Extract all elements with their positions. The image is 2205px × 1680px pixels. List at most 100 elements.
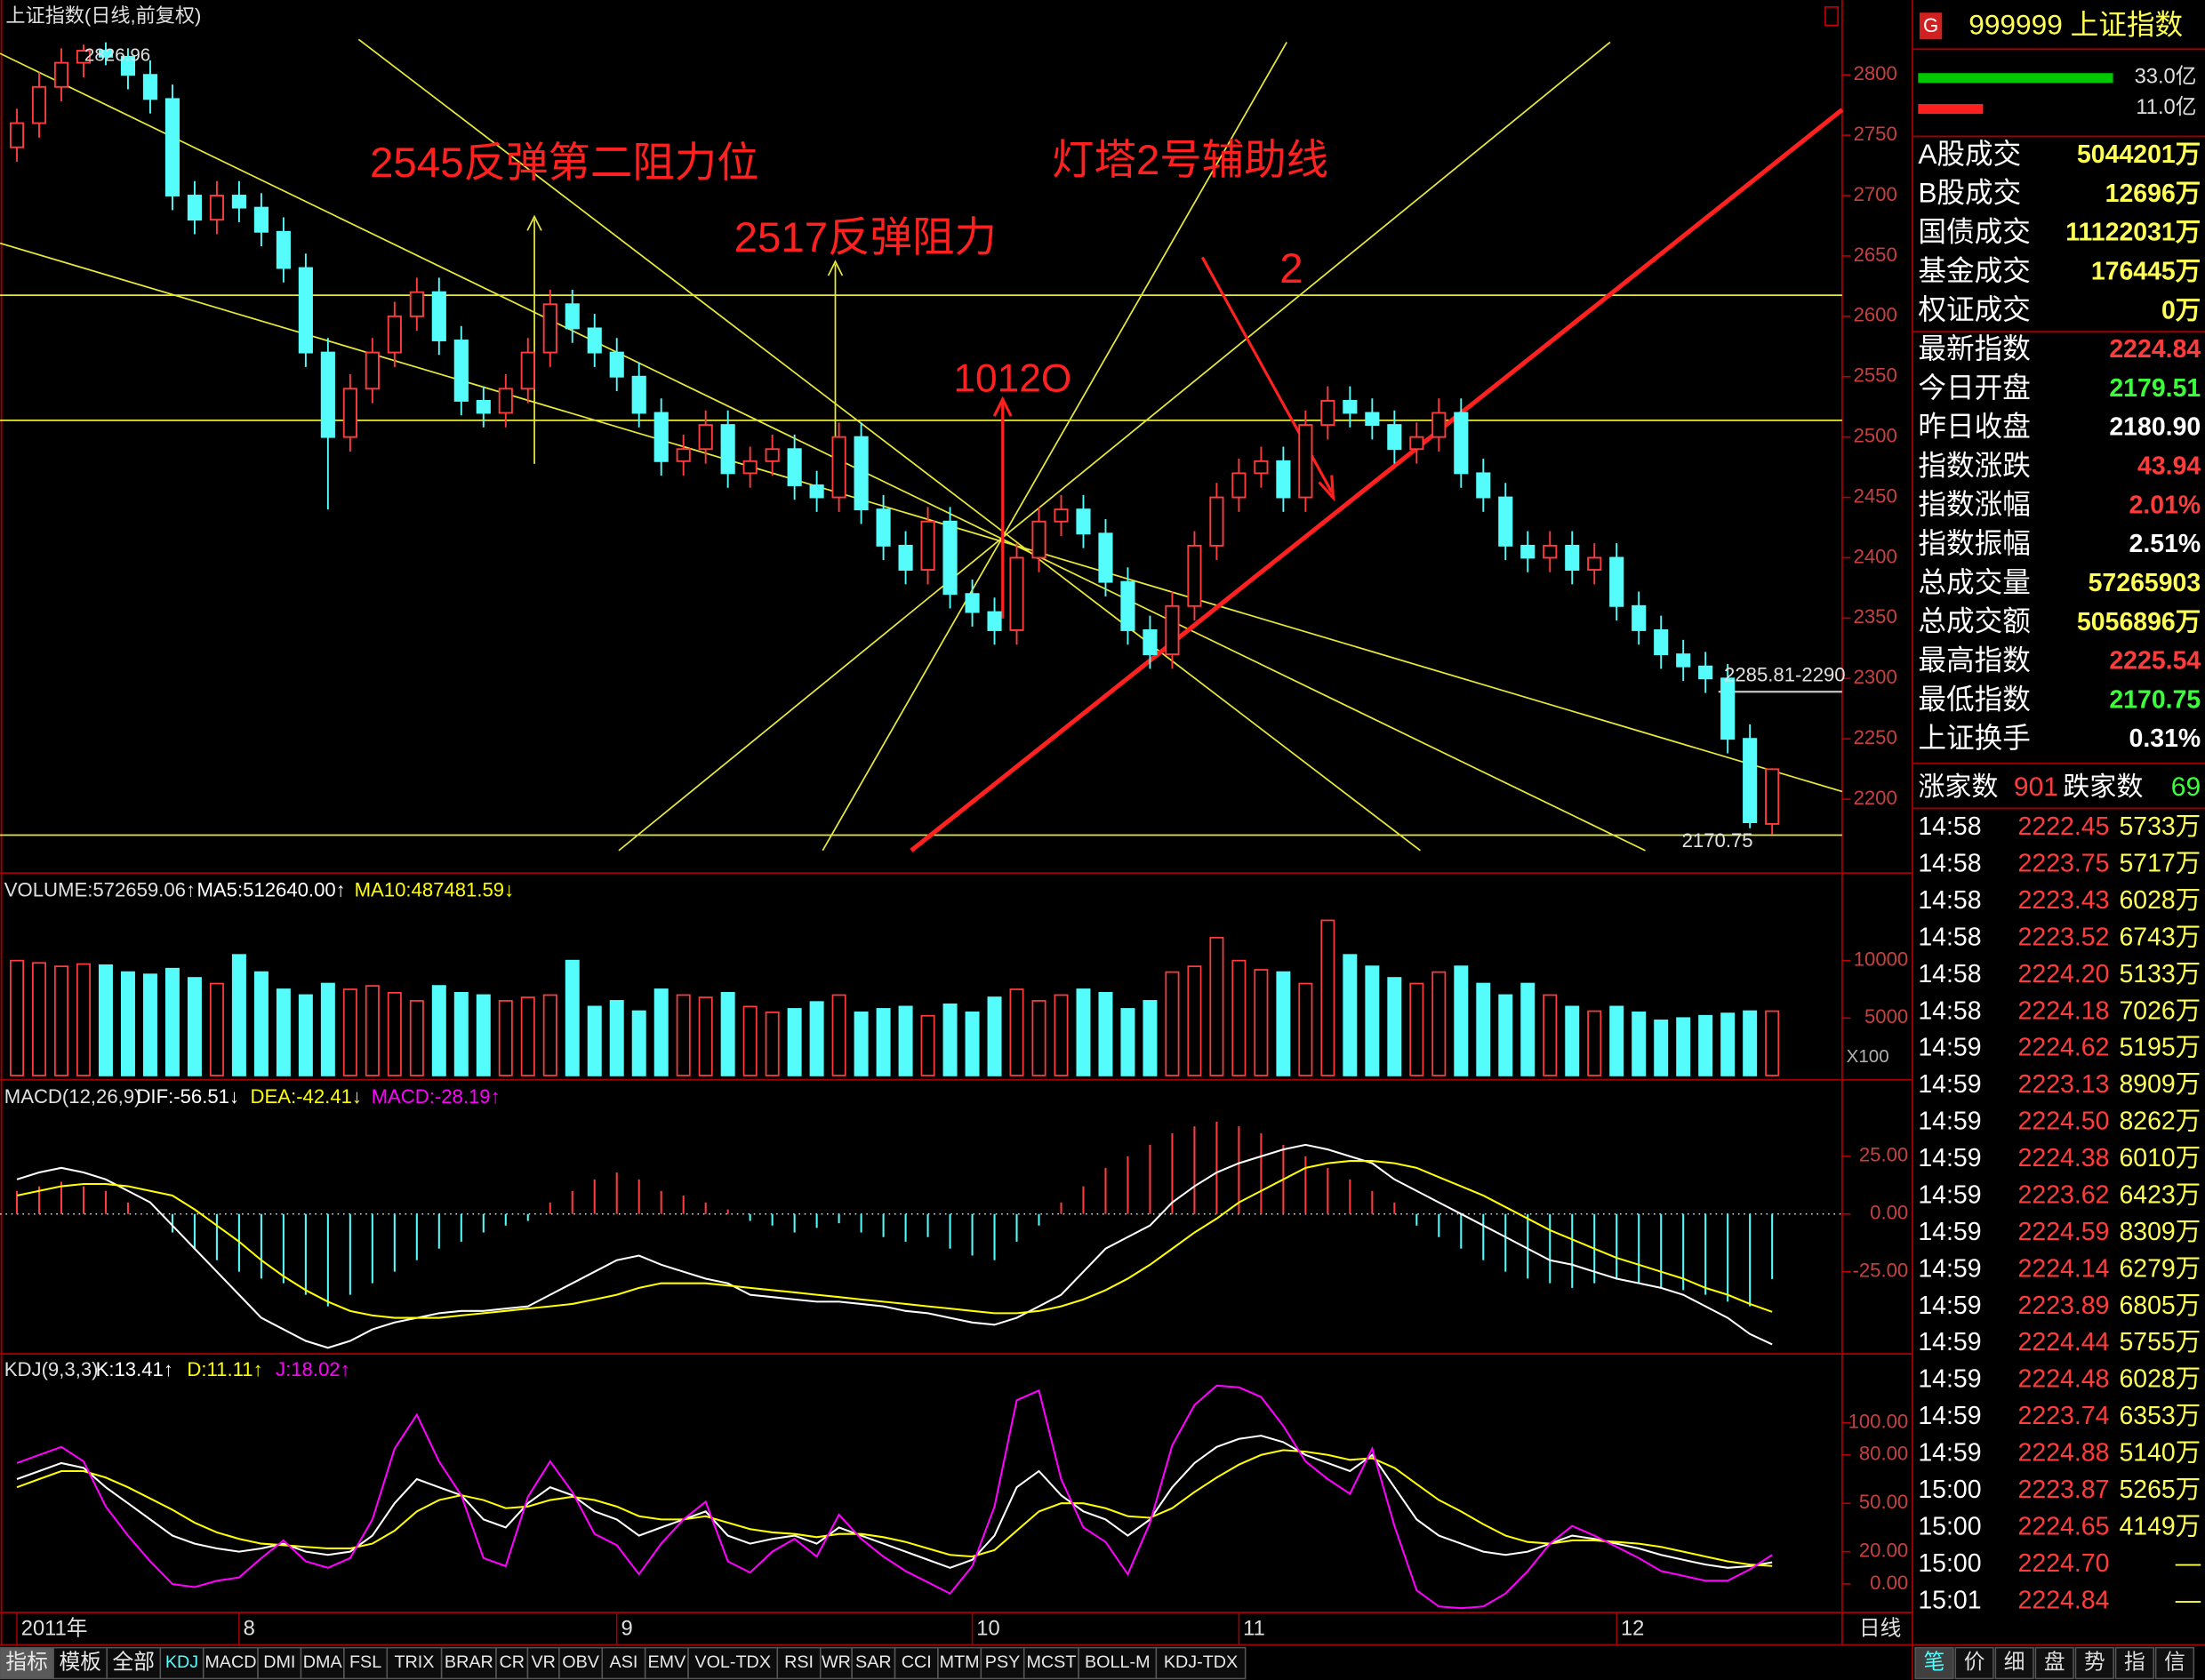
volume-bar [387, 991, 402, 1076]
candle-body [831, 436, 846, 499]
toolbar-tab[interactable] [644, 1646, 689, 1680]
volume-bar [631, 1010, 646, 1076]
toolbar-tab[interactable] [980, 1646, 1025, 1680]
candle-body [1609, 556, 1624, 607]
toolbar-tab-label[interactable]: 全部 [113, 1650, 155, 1674]
stat-value: 2225.54 [2109, 647, 2201, 676]
toolbar-tab[interactable] [343, 1646, 389, 1680]
sidebar-tab-label[interactable]: 信 [2164, 1650, 2185, 1674]
sidebar-tab[interactable] [2034, 1646, 2074, 1680]
candle-body [1543, 544, 1558, 559]
badge-text: G [1923, 14, 1938, 36]
toolbar-tab[interactable] [202, 1646, 259, 1680]
tick-price: 2223.52 [2018, 923, 2110, 951]
toolbar-tab-label[interactable]: KDJ-TDX [1164, 1652, 1238, 1672]
y-tick-label: 2200 [1854, 787, 1897, 809]
sidebar-tab[interactable] [1994, 1646, 2034, 1680]
candle-body [1298, 424, 1313, 499]
toolbar-tab[interactable] [819, 1646, 853, 1680]
sidebar-tab-label[interactable]: 细 [2004, 1650, 2025, 1674]
toolbar-tab[interactable] [159, 1646, 204, 1680]
toolbar-tab[interactable] [937, 1646, 982, 1680]
toolbar-tab-label[interactable]: BOLL-M [1085, 1652, 1151, 1672]
stat-value: 2179.51 [2109, 374, 2201, 403]
toolbar-tab[interactable] [526, 1646, 560, 1680]
toolbar-tab-label[interactable]: DMI [263, 1652, 295, 1672]
tick-price: 2224.84 [2018, 1586, 2110, 1614]
tick-time: 14:59 [1918, 1402, 1981, 1430]
toolbar-tab-label[interactable]: CR [499, 1652, 525, 1672]
toolbar-tab[interactable] [558, 1646, 604, 1680]
toolbar-tab-label[interactable]: RSI [784, 1652, 814, 1672]
sidebar-tab[interactable] [2114, 1646, 2155, 1680]
candle-body [1209, 496, 1224, 547]
sidebar-tab[interactable] [1954, 1646, 1994, 1680]
toolbar-tab-label[interactable]: VR [531, 1652, 555, 1672]
x-tick-label: 2011年 [21, 1616, 88, 1640]
y-tick-label: 0.00 [1870, 1202, 1908, 1224]
stat-value: 2224.84 [2109, 335, 2201, 364]
candle-body [1431, 412, 1447, 438]
toolbar-tab[interactable] [386, 1646, 443, 1680]
sidebar-tab-label[interactable]: 指 [2124, 1650, 2145, 1674]
sidebar-tab[interactable] [2074, 1646, 2114, 1680]
toolbar-tab[interactable] [601, 1646, 646, 1680]
tick-time: 14:58 [1918, 960, 1981, 988]
y-tick-label: 25.00 [1859, 1144, 1908, 1166]
volume-bar [1254, 969, 1269, 1076]
toolbar-tab-label[interactable]: WR [822, 1652, 851, 1672]
trend-line [618, 41, 1611, 852]
toolbar-tab[interactable] [776, 1646, 822, 1680]
candle-body [1143, 629, 1158, 656]
kdj-line [16, 1449, 1773, 1567]
toolbar-tab-label[interactable]: KDJ [165, 1652, 198, 1672]
sidebar-tab-label[interactable]: 盘 [2044, 1650, 2065, 1674]
sidebar-tab-label[interactable]: 势 [2084, 1650, 2105, 1674]
volume-bar [1209, 936, 1224, 1076]
tick-volume: 6028万 [2119, 1365, 2201, 1394]
toolbar-tab-label[interactable]: MTM [940, 1652, 980, 1672]
x-tick-label: 11 [1243, 1617, 1265, 1640]
stat-value: 43.94 [2137, 452, 2201, 481]
tick-volume: 5733万 [2119, 812, 2201, 841]
toolbar-tab-label[interactable]: PSY [985, 1652, 1021, 1672]
candle-body [9, 122, 25, 148]
toolbar-tab[interactable] [440, 1646, 497, 1680]
sidebar-tab-label[interactable]: 价 [1964, 1651, 1985, 1674]
tick-price: 2224.62 [2018, 1034, 2110, 1062]
sidebar-tab[interactable] [1914, 1646, 1954, 1680]
toolbar-tab-label[interactable]: 模板 [59, 1650, 100, 1674]
toolbar-tab[interactable] [257, 1646, 302, 1680]
toolbar-tab-label[interactable]: TRIX [394, 1652, 434, 1672]
toolbar-tab-label[interactable]: VOL-TDX [694, 1652, 771, 1672]
toolbar-tab[interactable] [1078, 1646, 1158, 1680]
stat-label: A股成交 [1918, 138, 2021, 170]
candle-body [920, 520, 935, 571]
toolbar-tab-label[interactable]: CCI [902, 1652, 932, 1672]
stat-value: 2.51% [2129, 530, 2201, 558]
volume-bar [320, 982, 335, 1076]
toolbar-tab-label[interactable]: MACD [204, 1652, 256, 1672]
toolbar-tab[interactable] [1155, 1646, 1247, 1680]
sidebar-tab[interactable] [2154, 1646, 2195, 1680]
toolbar-tab-label[interactable]: BRAR [445, 1652, 493, 1672]
toolbar-tab-label[interactable]: MCST [1026, 1652, 1076, 1672]
sidebar-tab-label[interactable]: 笔 [1924, 1650, 1945, 1674]
candle-body [53, 61, 69, 88]
toolbar-tab-label[interactable]: 指标 [5, 1650, 47, 1674]
candle-body [1365, 412, 1380, 427]
toolbar-tab[interactable] [851, 1646, 896, 1680]
toolbar-tab-label[interactable]: EMV [647, 1652, 686, 1672]
toolbar-tab-label[interactable]: SAR [855, 1652, 892, 1672]
tick-volume: 5717万 [2119, 850, 2201, 878]
tick-price: 2224.44 [2018, 1328, 2110, 1356]
toolbar-tab-label[interactable]: ASI [610, 1652, 638, 1672]
candle-body [298, 267, 313, 354]
toolbar-tab[interactable] [52, 1646, 108, 1680]
toolbar-tab-label[interactable]: OBV [562, 1652, 600, 1672]
toolbar-tab-label[interactable]: DMA [303, 1652, 343, 1672]
toolbar-tab[interactable] [495, 1646, 529, 1680]
toolbar-tab[interactable] [0, 1646, 54, 1680]
toolbar-tab-label[interactable]: FSL [349, 1652, 381, 1672]
